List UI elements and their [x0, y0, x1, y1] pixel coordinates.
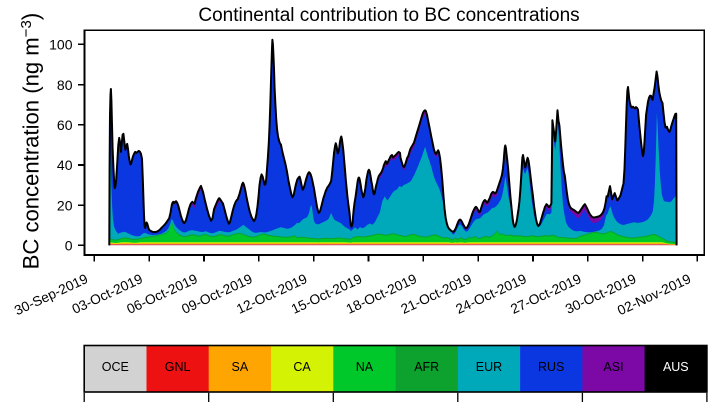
svg-text:20: 20 — [57, 197, 73, 213]
svg-text:40: 40 — [57, 157, 73, 173]
svg-text:ASI: ASI — [603, 360, 623, 374]
svg-text:SA: SA — [232, 360, 249, 374]
svg-text:0: 0 — [65, 238, 73, 254]
svg-text:AUS: AUS — [663, 360, 689, 374]
svg-text:GNL: GNL — [165, 360, 191, 374]
svg-text:RUS: RUS — [538, 360, 564, 374]
svg-text:80: 80 — [57, 77, 73, 93]
svg-text:100: 100 — [49, 37, 73, 53]
svg-text:CA: CA — [293, 360, 311, 374]
svg-text:60: 60 — [57, 117, 73, 133]
svg-text:OCE: OCE — [102, 360, 129, 374]
svg-text:EUR: EUR — [476, 360, 502, 374]
svg-text:AFR: AFR — [414, 360, 439, 374]
svg-text:NA: NA — [356, 360, 374, 374]
svg-text:Continental contribution to BC: Continental contribution to BC concentra… — [198, 5, 579, 26]
svg-text:BC concentration (ng m−3): BC concentration (ng m−3) — [18, 13, 44, 270]
